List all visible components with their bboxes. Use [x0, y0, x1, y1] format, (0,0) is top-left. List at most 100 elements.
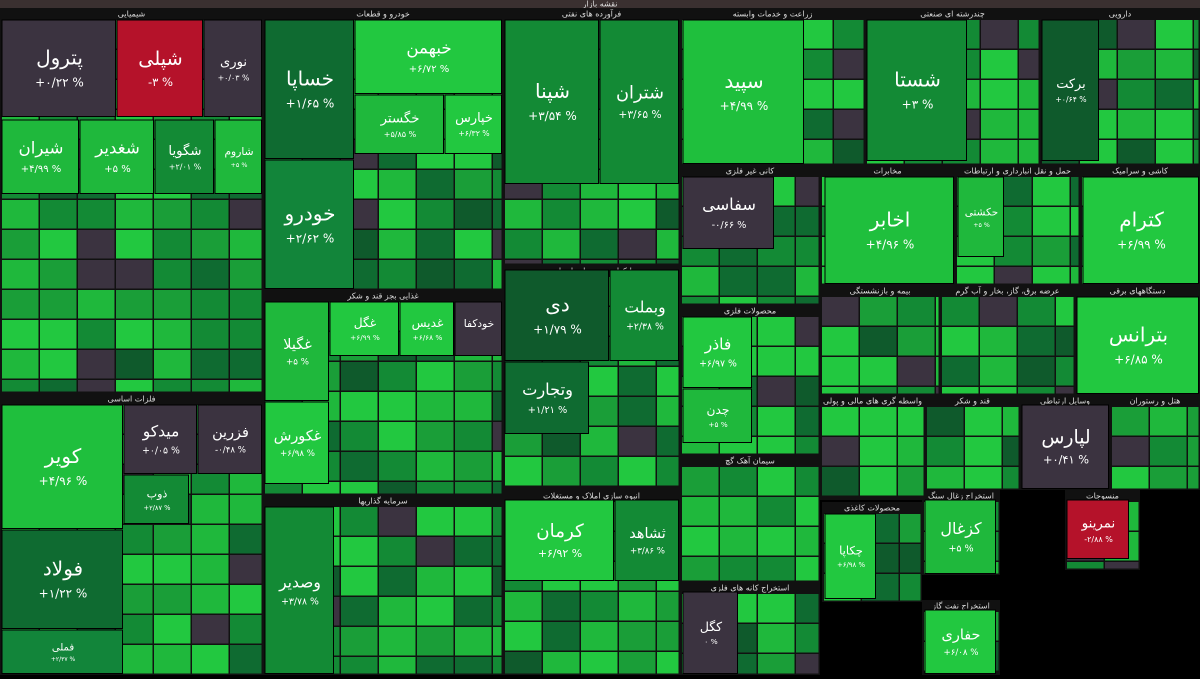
small-tile — [379, 260, 416, 289]
small-tile — [1019, 80, 1039, 109]
small-tile — [379, 392, 416, 421]
small-tile — [860, 297, 897, 326]
small-tile — [493, 170, 502, 199]
stock-tile — [682, 316, 752, 388]
small-tile — [657, 367, 679, 396]
small-tile — [657, 230, 679, 259]
small-tile — [682, 467, 719, 496]
sector: محصولات فلزی فاذر +۶/۹۷ % چدن +۵ % — [680, 305, 820, 455]
small-tile — [455, 200, 492, 229]
stock-change: +۳ % — [902, 98, 934, 112]
stock-change: +۶/۸۵ % — [1114, 353, 1163, 367]
small-tile — [417, 567, 454, 596]
stock-tile — [682, 176, 774, 249]
small-tile — [230, 290, 262, 319]
small-tile — [417, 422, 454, 451]
small-tile — [417, 170, 454, 199]
small-tile — [936, 357, 939, 386]
small-tile — [619, 622, 656, 651]
small-tile — [720, 497, 757, 526]
small-tile — [192, 380, 229, 392]
stock-tile — [682, 591, 738, 674]
small-tile — [40, 230, 77, 259]
small-tile — [379, 597, 416, 626]
small-tile — [965, 467, 1002, 489]
small-tile — [192, 260, 229, 289]
sector: استخراج کانه های فلزی کگل ۰ % — [680, 582, 820, 675]
small-tile — [1118, 110, 1155, 139]
small-tile — [822, 407, 859, 436]
small-tile — [154, 555, 191, 584]
small-tile — [1118, 80, 1155, 109]
small-tile — [942, 327, 979, 356]
sector-name: وسایل ارتباطی — [1040, 397, 1090, 406]
small-tile — [1019, 50, 1039, 79]
stock-name: نمرینو — [1081, 516, 1115, 531]
stock-change: -۲/۸۸ % — [1084, 535, 1113, 544]
sector-name: غذایی بجز قند و شکر — [346, 292, 418, 301]
small-tile — [1071, 177, 1079, 206]
small-tile — [981, 140, 1018, 164]
small-tile — [942, 297, 979, 326]
small-tile — [379, 657, 416, 674]
small-tile — [581, 592, 618, 621]
small-tile — [543, 592, 580, 621]
small-tile — [230, 555, 262, 584]
small-tile — [543, 457, 580, 486]
small-tile — [1194, 20, 1199, 49]
small-tile — [543, 622, 580, 651]
small-tile — [1003, 437, 1019, 466]
small-tile — [230, 230, 262, 259]
small-tile — [898, 437, 924, 466]
small-tile — [505, 200, 542, 229]
small-tile — [192, 350, 229, 379]
small-tile — [758, 377, 795, 406]
stock-change: +۳/۵۴ % — [528, 109, 577, 123]
small-tile — [1056, 327, 1074, 356]
small-tile — [900, 514, 921, 543]
stock-change: +۵ % — [231, 161, 248, 169]
stock-name: شستا — [894, 68, 941, 92]
small-tile — [796, 237, 819, 266]
small-tile — [936, 327, 939, 356]
stock-change: +۰/۲۲ % — [35, 76, 84, 90]
small-tile — [493, 482, 502, 494]
stock-tile — [154, 119, 214, 194]
small-tile — [154, 260, 191, 289]
small-tile — [192, 585, 229, 614]
small-tile — [154, 290, 191, 319]
stock-change: +۴/۹۹ % — [21, 164, 62, 175]
small-tile — [657, 622, 679, 651]
stock-change: +۲/۳۷ % — [51, 656, 76, 663]
stock-tile — [1, 404, 123, 529]
small-tile — [154, 525, 191, 554]
stock-name: کترام — [1119, 208, 1164, 232]
stock-name: غگیلا — [283, 336, 312, 353]
sector-name: کاشی و سرامیک — [1112, 167, 1168, 176]
stock-change: -۰/۴۸ % — [215, 446, 246, 456]
stock-tile — [123, 474, 189, 524]
sector: کاشی و سرامیک کترام +۶/۹۹ % — [1080, 165, 1200, 285]
stock-name: فزرین — [212, 425, 249, 441]
small-tile — [493, 260, 502, 289]
small-tile — [1003, 467, 1019, 489]
small-tile — [581, 230, 618, 259]
small-tile — [1033, 177, 1070, 206]
small-tile — [455, 260, 492, 289]
sector: سرمایه گذاریها وصدیر +۳/۷۸ % — [263, 495, 503, 675]
small-tile — [417, 507, 454, 536]
small-tile — [1033, 267, 1070, 284]
small-tile — [116, 380, 153, 392]
small-tile — [265, 482, 302, 494]
sector: کانی غیر فلزی سفاسی -۰/۶۶ % — [680, 165, 820, 305]
stock-change: -۰/۶۶ % — [712, 220, 747, 231]
stock-change: +۶/۷۲ % — [409, 64, 450, 75]
small-tile — [860, 437, 897, 466]
stock-tile — [614, 499, 679, 581]
small-tile — [898, 327, 935, 356]
small-tile — [154, 380, 191, 392]
small-tile — [192, 320, 229, 349]
small-tile — [657, 592, 679, 621]
sector: حمل و نقل انبارداری و ارتباطات حکشتی +۵ % — [955, 165, 1080, 285]
sector: منسوجات نمرینو -۲/۸۸ % — [1065, 490, 1140, 570]
